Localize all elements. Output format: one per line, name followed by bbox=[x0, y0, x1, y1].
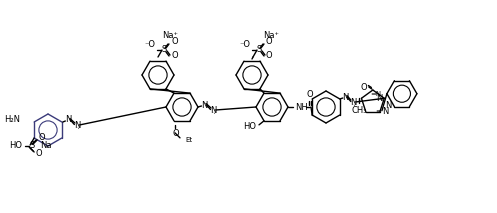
Text: CH₃: CH₃ bbox=[352, 106, 367, 115]
Text: N: N bbox=[74, 121, 80, 130]
Text: Et: Et bbox=[185, 137, 192, 143]
Text: HO: HO bbox=[243, 122, 256, 131]
Text: Na⁺: Na⁺ bbox=[263, 30, 279, 39]
Text: N: N bbox=[376, 94, 382, 103]
Text: H₂N: H₂N bbox=[4, 115, 20, 125]
Text: S: S bbox=[29, 141, 35, 151]
Text: Na: Na bbox=[40, 141, 52, 151]
Text: N: N bbox=[341, 92, 348, 102]
Text: Na⁺: Na⁺ bbox=[162, 30, 178, 39]
Text: N: N bbox=[65, 115, 71, 125]
Text: ⁻O: ⁻O bbox=[239, 40, 250, 49]
Text: O: O bbox=[307, 90, 313, 99]
Text: O: O bbox=[266, 37, 273, 46]
Text: O: O bbox=[35, 148, 42, 157]
Text: S: S bbox=[256, 46, 261, 55]
Text: HO: HO bbox=[9, 141, 22, 151]
Text: =N: =N bbox=[370, 91, 381, 97]
Text: O: O bbox=[171, 50, 177, 59]
Text: N: N bbox=[385, 101, 391, 110]
Text: `: ` bbox=[352, 105, 356, 111]
Text: NH: NH bbox=[295, 102, 308, 111]
Text: =: = bbox=[375, 109, 381, 115]
Text: N: N bbox=[210, 106, 216, 115]
Text: O: O bbox=[360, 82, 367, 92]
Text: N: N bbox=[350, 98, 356, 107]
Text: N: N bbox=[201, 101, 207, 109]
Text: S: S bbox=[162, 46, 166, 55]
Text: ⁻O: ⁻O bbox=[144, 40, 155, 49]
Text: N: N bbox=[382, 107, 388, 116]
Text: O: O bbox=[38, 134, 45, 142]
Text: `: ` bbox=[212, 113, 216, 119]
Text: `: ` bbox=[76, 128, 80, 134]
Text: O: O bbox=[172, 129, 179, 138]
Text: O: O bbox=[266, 50, 273, 59]
Text: O: O bbox=[171, 37, 177, 46]
